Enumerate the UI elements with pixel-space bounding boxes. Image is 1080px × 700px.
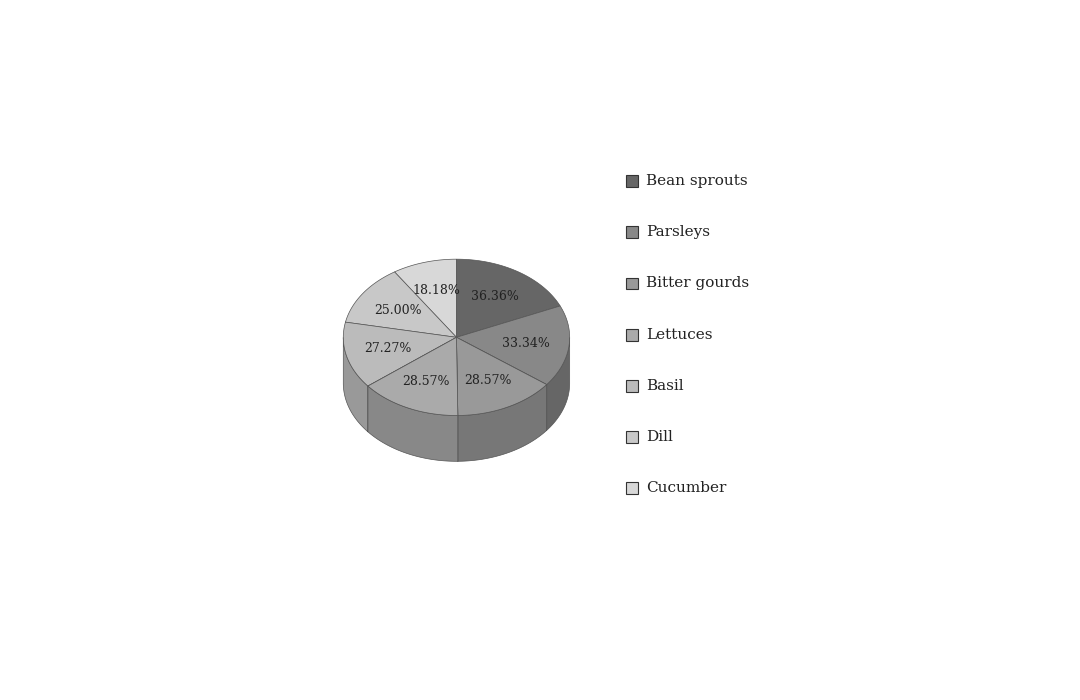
Bar <box>626 226 638 238</box>
Text: Lettuces: Lettuces <box>646 328 713 342</box>
Text: Parsleys: Parsleys <box>646 225 711 239</box>
Text: Dill: Dill <box>646 430 673 444</box>
Polygon shape <box>458 384 546 461</box>
Text: 33.34%: 33.34% <box>502 337 550 349</box>
Bar <box>626 482 638 494</box>
Bar <box>626 431 638 443</box>
Polygon shape <box>343 337 368 432</box>
Text: Bean sprouts: Bean sprouts <box>646 174 747 188</box>
Text: 27.27%: 27.27% <box>365 342 411 356</box>
Polygon shape <box>394 259 457 337</box>
Text: Basil: Basil <box>646 379 684 393</box>
Text: 28.57%: 28.57% <box>403 374 450 388</box>
Text: 28.57%: 28.57% <box>464 374 512 387</box>
Polygon shape <box>346 272 457 337</box>
Text: 18.18%: 18.18% <box>413 284 460 298</box>
Polygon shape <box>368 337 457 432</box>
Polygon shape <box>457 337 546 430</box>
Bar <box>626 329 638 341</box>
Polygon shape <box>457 337 458 461</box>
Polygon shape <box>457 259 561 337</box>
Polygon shape <box>457 337 546 430</box>
Text: Bitter gourds: Bitter gourds <box>646 276 750 290</box>
Text: 25.00%: 25.00% <box>375 304 422 316</box>
Polygon shape <box>368 337 458 416</box>
Bar <box>626 380 638 392</box>
Polygon shape <box>457 306 569 384</box>
Polygon shape <box>368 386 458 461</box>
Bar <box>626 175 638 187</box>
Polygon shape <box>546 337 569 430</box>
Text: 36.36%: 36.36% <box>471 290 518 303</box>
Polygon shape <box>457 337 458 461</box>
Bar <box>626 277 638 289</box>
Polygon shape <box>368 337 457 432</box>
Text: Cucumber: Cucumber <box>646 482 727 496</box>
Polygon shape <box>343 322 457 386</box>
Polygon shape <box>457 337 546 416</box>
